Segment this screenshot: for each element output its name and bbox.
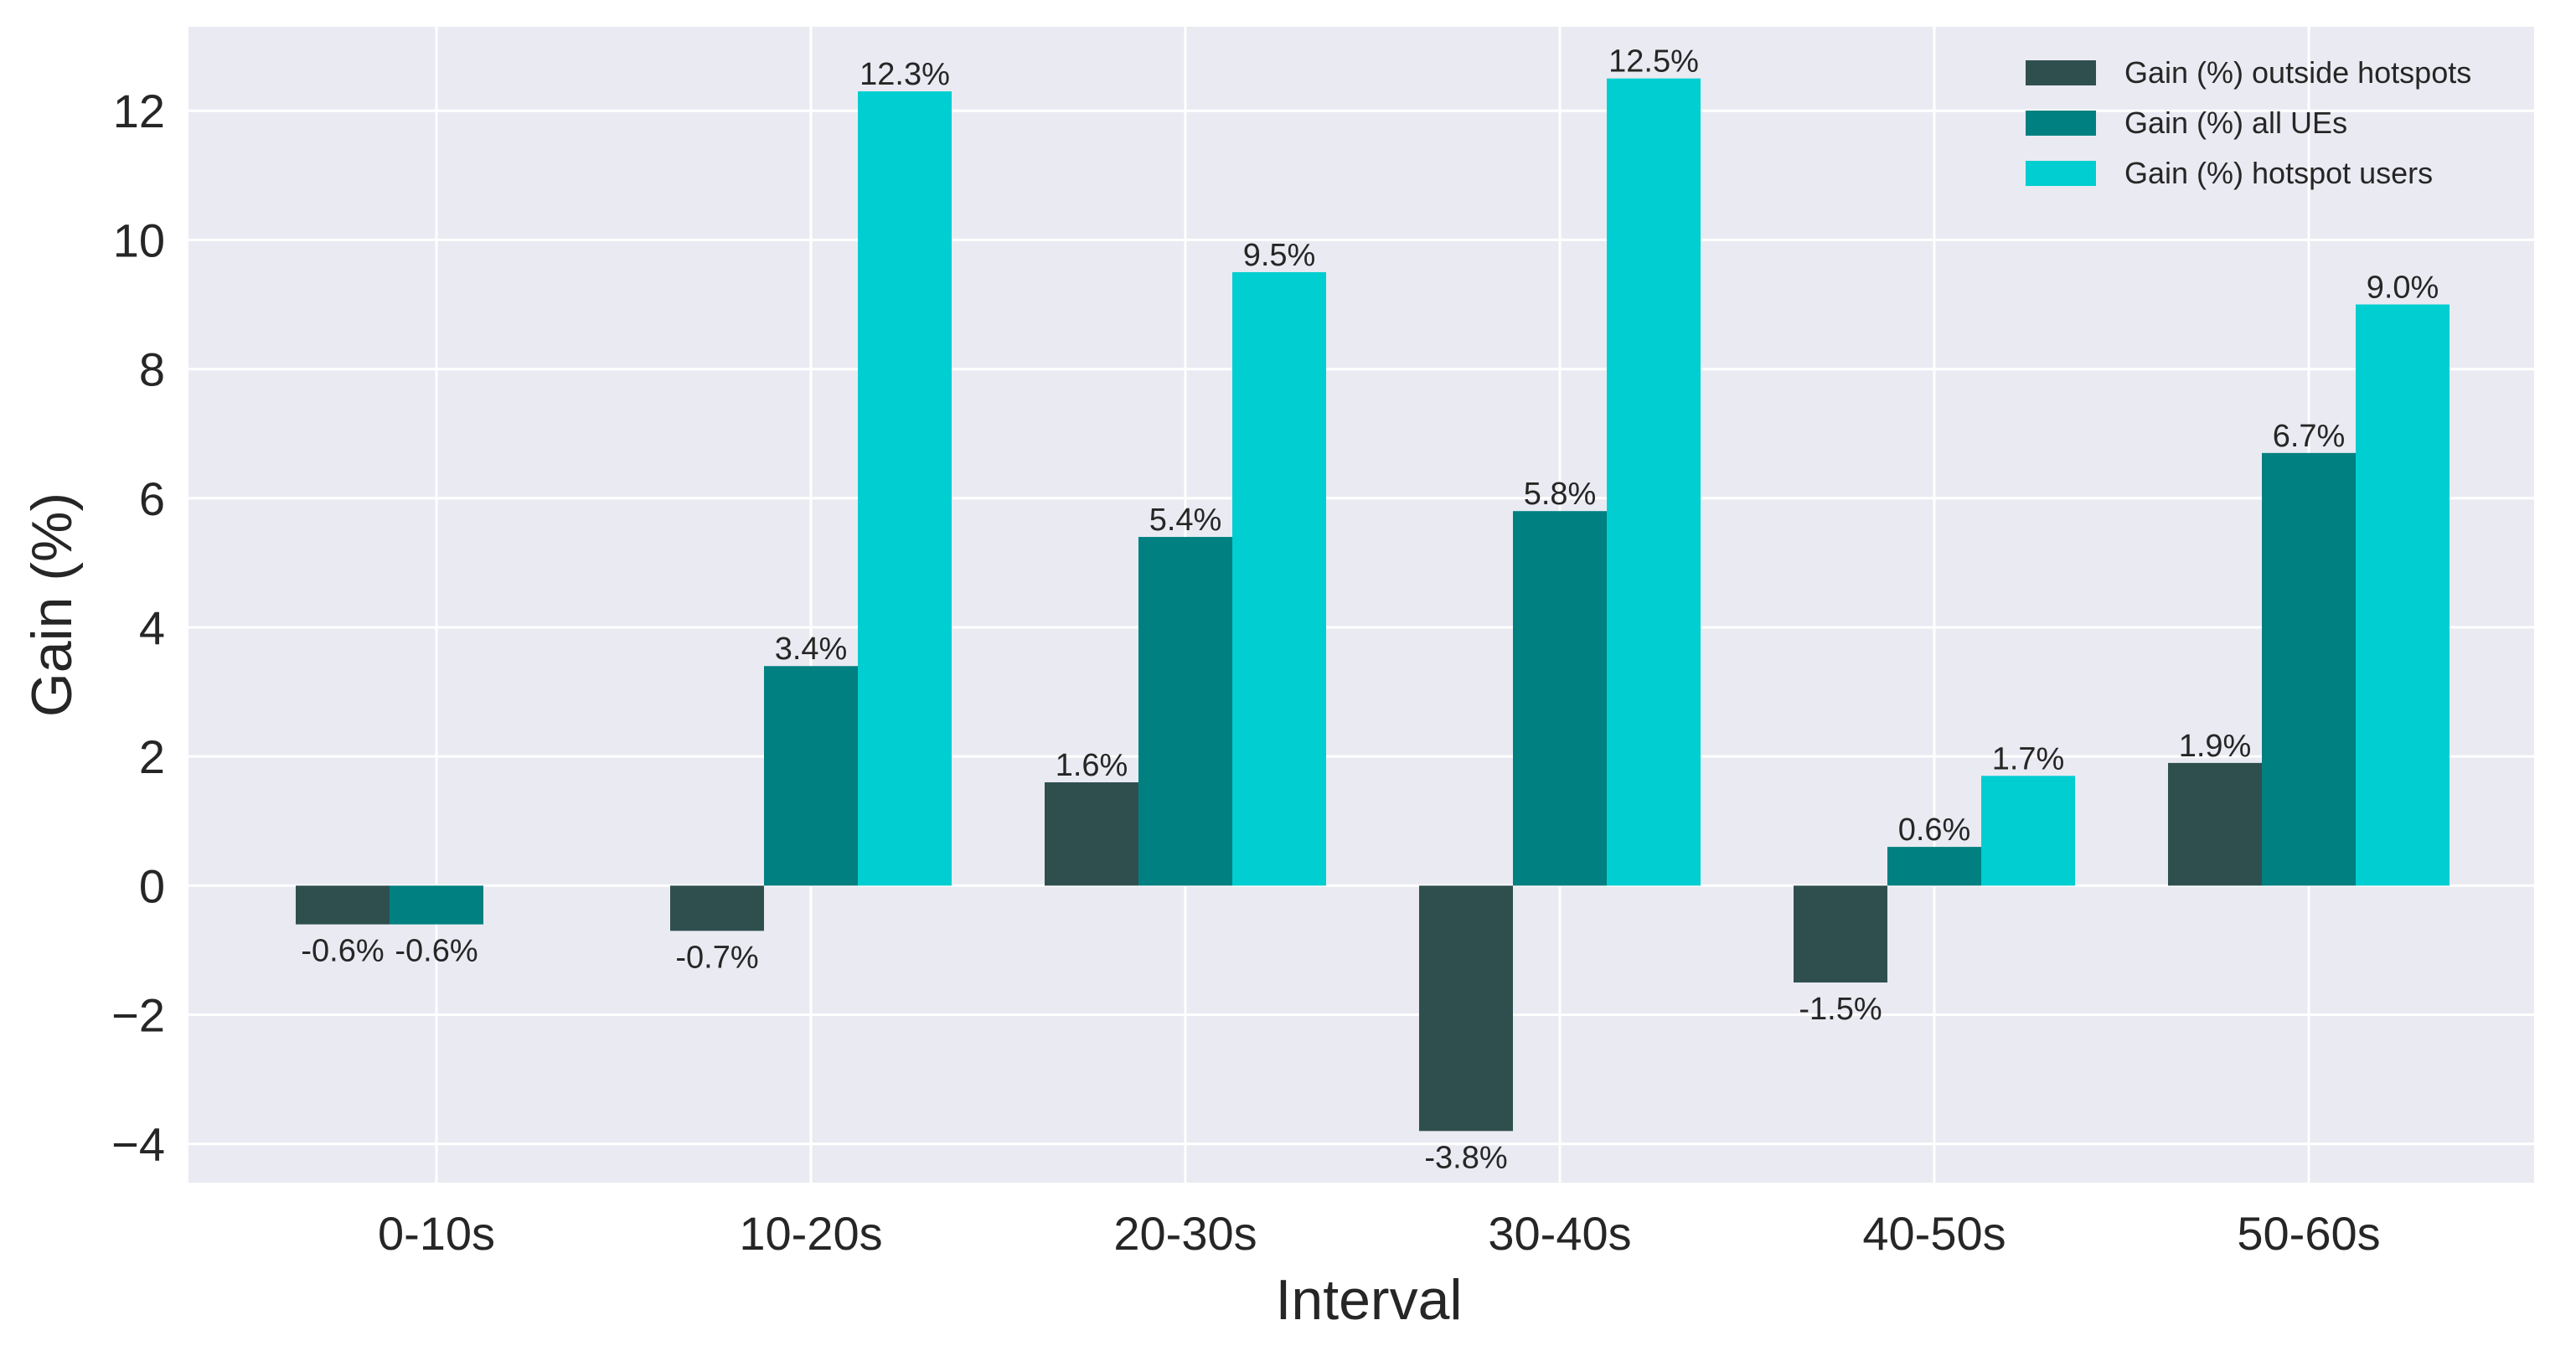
data-label: 3.4% bbox=[775, 632, 848, 667]
data-label: 5.4% bbox=[1149, 503, 1222, 538]
data-label: 9.5% bbox=[1243, 238, 1316, 273]
y-tick-label: 2 bbox=[139, 730, 165, 783]
x-tick-label: 50-60s bbox=[2237, 1207, 2380, 1260]
y-tick-label: 8 bbox=[139, 343, 165, 396]
data-label: 12.5% bbox=[1608, 44, 1699, 80]
x-tick-label: 30-40s bbox=[1488, 1207, 1631, 1260]
y-tick-labels: −4 −2 0 2 4 6 8 10 12 bbox=[111, 85, 165, 1171]
legend-swatch bbox=[2026, 111, 2096, 136]
y-tick-label: −4 bbox=[111, 1118, 165, 1171]
bar bbox=[858, 91, 952, 886]
legend-label: Gain (%) outside hotspots bbox=[2124, 55, 2471, 90]
bar bbox=[1513, 511, 1607, 886]
bar bbox=[1138, 537, 1232, 886]
bar bbox=[670, 885, 764, 931]
bar bbox=[2262, 452, 2356, 886]
data-label: -0.7% bbox=[675, 940, 758, 975]
bars bbox=[296, 78, 2450, 1132]
y-tick-label: −2 bbox=[111, 989, 165, 1042]
data-label: -0.6% bbox=[395, 934, 478, 969]
data-label: -3.8% bbox=[1424, 1140, 1507, 1175]
data-label: 1.7% bbox=[1992, 741, 2065, 776]
data-label: 5.8% bbox=[1524, 477, 1597, 512]
bar bbox=[2168, 762, 2262, 886]
legend-swatch bbox=[2026, 161, 2096, 186]
x-tick-label: 20-30s bbox=[1113, 1207, 1257, 1260]
bar bbox=[1232, 271, 1326, 886]
bar bbox=[296, 885, 390, 925]
bar bbox=[1794, 885, 1887, 983]
data-label: -1.5% bbox=[1799, 992, 1882, 1027]
y-axis-title: Gain (%) bbox=[20, 493, 84, 717]
legend-label: Gain (%) hotspot users bbox=[2124, 156, 2433, 190]
legend-swatch bbox=[2026, 60, 2096, 85]
bar bbox=[1981, 776, 2075, 886]
y-tick-label: 4 bbox=[139, 601, 165, 654]
x-tick-label: 10-20s bbox=[739, 1207, 882, 1260]
x-axis-title: Interval bbox=[1276, 1268, 1463, 1332]
legend: Gain (%) outside hotspots Gain (%) all UE… bbox=[2026, 55, 2471, 190]
data-label: 0.6% bbox=[1898, 812, 1971, 848]
data-label: 12.3% bbox=[860, 57, 950, 92]
bar bbox=[764, 666, 858, 886]
x-tick-label: 0-10s bbox=[378, 1207, 495, 1260]
bar bbox=[1419, 885, 1513, 1132]
data-label: 1.6% bbox=[1056, 748, 1128, 783]
bar bbox=[390, 885, 483, 925]
y-tick-label: 12 bbox=[113, 85, 165, 137]
y-tick-label: 0 bbox=[139, 859, 165, 912]
data-label: -0.6% bbox=[301, 934, 384, 969]
data-labels: -0.6% -0.7% 1.6% -3.8% -1.5% 1.9% -0.6% 3.4% 5.4… bbox=[301, 44, 2439, 1176]
bar bbox=[1887, 847, 1981, 886]
plot-area bbox=[188, 27, 2534, 1183]
data-label: 9.0% bbox=[2367, 271, 2439, 306]
bar bbox=[2356, 304, 2450, 886]
legend-label: Gain (%) all UEs bbox=[2124, 106, 2347, 140]
data-label: 1.9% bbox=[2179, 729, 2252, 764]
y-tick-label: 6 bbox=[139, 472, 165, 525]
bar bbox=[1045, 782, 1138, 886]
data-label: 6.7% bbox=[2273, 419, 2346, 454]
x-tick-label: 40-50s bbox=[1862, 1207, 2006, 1260]
x-tick-labels: 0-10s 10-20s 20-30s 30-40s 40-50s 50-60s bbox=[378, 1207, 2381, 1260]
y-tick-label: 10 bbox=[113, 214, 165, 266]
bar bbox=[1607, 78, 1701, 886]
